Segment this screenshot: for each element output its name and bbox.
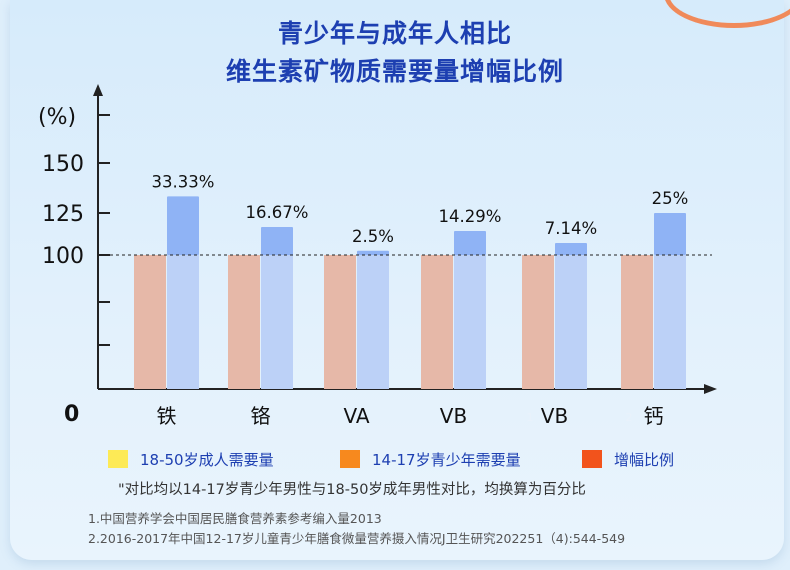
bar-teen-increase-4 bbox=[555, 243, 587, 255]
bar-teen-increase-3 bbox=[454, 230, 486, 255]
bar-teen-base-4 bbox=[555, 255, 587, 389]
bar-teen-base-1 bbox=[261, 255, 293, 389]
data-label-1: 16.67% bbox=[246, 203, 309, 222]
legend-swatch-increase bbox=[582, 450, 602, 468]
bar-adult-5 bbox=[621, 255, 653, 389]
legend-item-adult: 18-50岁成人需要量 bbox=[108, 449, 274, 469]
data-label-5: 25% bbox=[652, 189, 689, 208]
y-tick-label: 100 bbox=[42, 244, 84, 269]
legend-label-increase: 增幅比例 bbox=[614, 450, 675, 469]
y-tick-label: 150 bbox=[42, 152, 84, 177]
legend-label-adult: 18-50岁成人需要量 bbox=[140, 450, 274, 469]
legend-item-teen: 14-17岁青少年需要量 bbox=[340, 449, 521, 469]
reference-2: 2.2016-2017年中国12-17岁儿童青少年膳食微量营养摄入情况J卫生研究… bbox=[88, 531, 626, 546]
data-label-0: 33.33% bbox=[152, 172, 215, 191]
data-label-3: 14.29% bbox=[439, 207, 502, 226]
bar-teen-increase-0 bbox=[167, 196, 199, 255]
chart-title-line2: 维生素矿物质需要量增幅比例 bbox=[225, 57, 564, 86]
bar-adult-4 bbox=[522, 255, 554, 389]
legend-item-increase: 增幅比例 bbox=[582, 449, 674, 469]
legend-swatch-teen bbox=[340, 450, 360, 468]
legend-label-teen: 14-17岁青少年需要量 bbox=[372, 450, 521, 469]
bar-adult-2 bbox=[324, 255, 356, 389]
category-label-0: 铁 bbox=[157, 404, 177, 428]
chart-title-line1: 青少年与成年人相比 bbox=[277, 19, 512, 48]
x-axis-arrow bbox=[704, 384, 717, 394]
bar-teen-increase-2 bbox=[357, 250, 389, 255]
bar-adult-0 bbox=[134, 255, 166, 389]
y-tick-label: 125 bbox=[42, 202, 84, 227]
bar-teen-increase-1 bbox=[261, 226, 293, 255]
category-label-4: VB bbox=[541, 404, 568, 428]
legend-swatch-adult bbox=[108, 450, 128, 468]
footnote: "对比均以14-17岁青少年男性与18-50岁成年男性对比，均换算为百分比 bbox=[118, 482, 586, 498]
reference-1: 1.中国营养学会中国居民膳食营养素参考编入量2013 bbox=[88, 511, 382, 526]
category-label-5: 钙 bbox=[644, 404, 664, 428]
origin-label: 0 bbox=[64, 402, 79, 427]
category-label-2: VA bbox=[343, 404, 369, 428]
bar-teen-base-2 bbox=[357, 255, 389, 389]
data-label-4: 7.14% bbox=[545, 219, 597, 238]
bar-teen-base-5 bbox=[654, 255, 686, 389]
y-axis-label: (%) bbox=[38, 105, 76, 130]
bar-adult-1 bbox=[228, 255, 260, 389]
category-label-1: 铬 bbox=[251, 404, 271, 428]
data-label-2: 2.5% bbox=[352, 227, 394, 246]
bar-teen-base-0 bbox=[167, 255, 199, 389]
bar-chart: (%) 150 125 100 0 33.33% 铁 16.67% 铬 2.5% VA 14.29% V… bbox=[38, 84, 717, 428]
bar-teen-base-3 bbox=[454, 255, 486, 389]
category-prefix-5: 2 bbox=[626, 411, 633, 424]
bar-teen-increase-5 bbox=[654, 213, 686, 255]
bar-adult-3 bbox=[421, 255, 453, 389]
category-prefix-4: 1 bbox=[527, 411, 534, 424]
y-axis-arrow bbox=[93, 84, 103, 96]
category-label-3: VB bbox=[440, 404, 467, 428]
